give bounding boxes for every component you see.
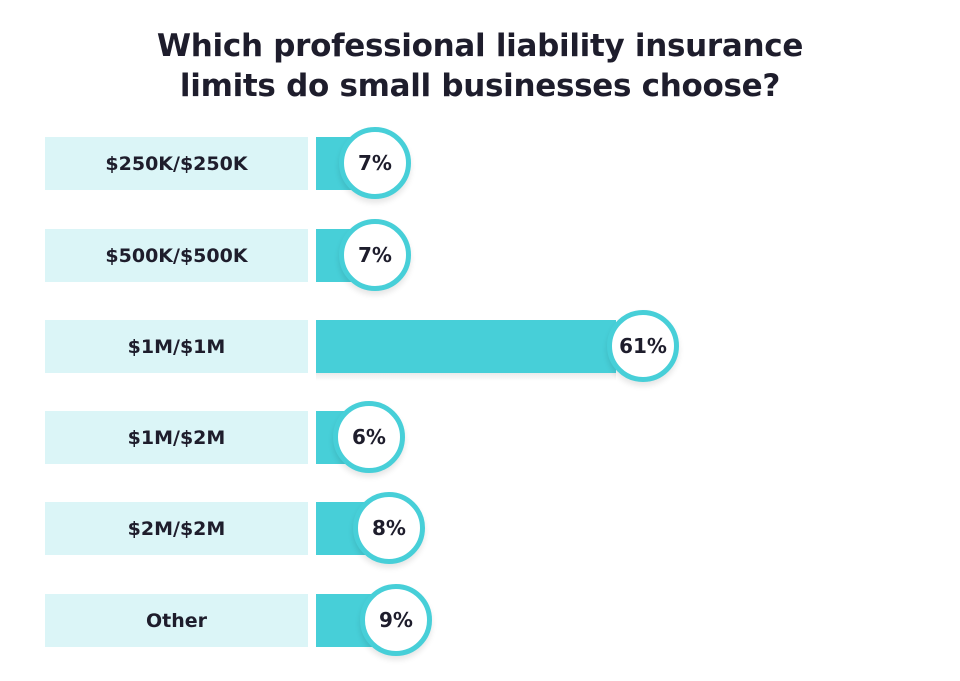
- value-badge: 7%: [339, 127, 411, 199]
- value-badge: 9%: [360, 584, 432, 656]
- bar-row: $500K/$500K 7%: [0, 219, 960, 291]
- category-label: $1M/$1M: [45, 320, 308, 373]
- bar-shadow: [316, 373, 616, 381]
- category-label: $500K/$500K: [45, 229, 308, 282]
- value-badge: 7%: [339, 219, 411, 291]
- category-label: $1M/$2M: [45, 411, 308, 464]
- value-badge: 8%: [353, 492, 425, 564]
- title-line-2: limits do small businesses choose?: [179, 68, 781, 104]
- category-label: $250K/$250K: [45, 137, 308, 190]
- chart-title: Which professional liability insurance l…: [0, 26, 960, 106]
- bar-row: $1M/$2M 6%: [0, 401, 960, 473]
- bar-row: Other 9%: [0, 584, 960, 656]
- value-badge: 6%: [333, 401, 405, 473]
- bar: [316, 320, 616, 373]
- category-label: Other: [45, 594, 308, 647]
- title-line-1: Which professional liability insurance: [156, 28, 804, 64]
- bar-row: $250K/$250K 7%: [0, 127, 960, 199]
- bar-row: $2M/$2M 8%: [0, 492, 960, 564]
- value-badge: 61%: [607, 310, 679, 382]
- bar-row: $1M/$1M 61%: [0, 310, 960, 382]
- category-label: $2M/$2M: [45, 502, 308, 555]
